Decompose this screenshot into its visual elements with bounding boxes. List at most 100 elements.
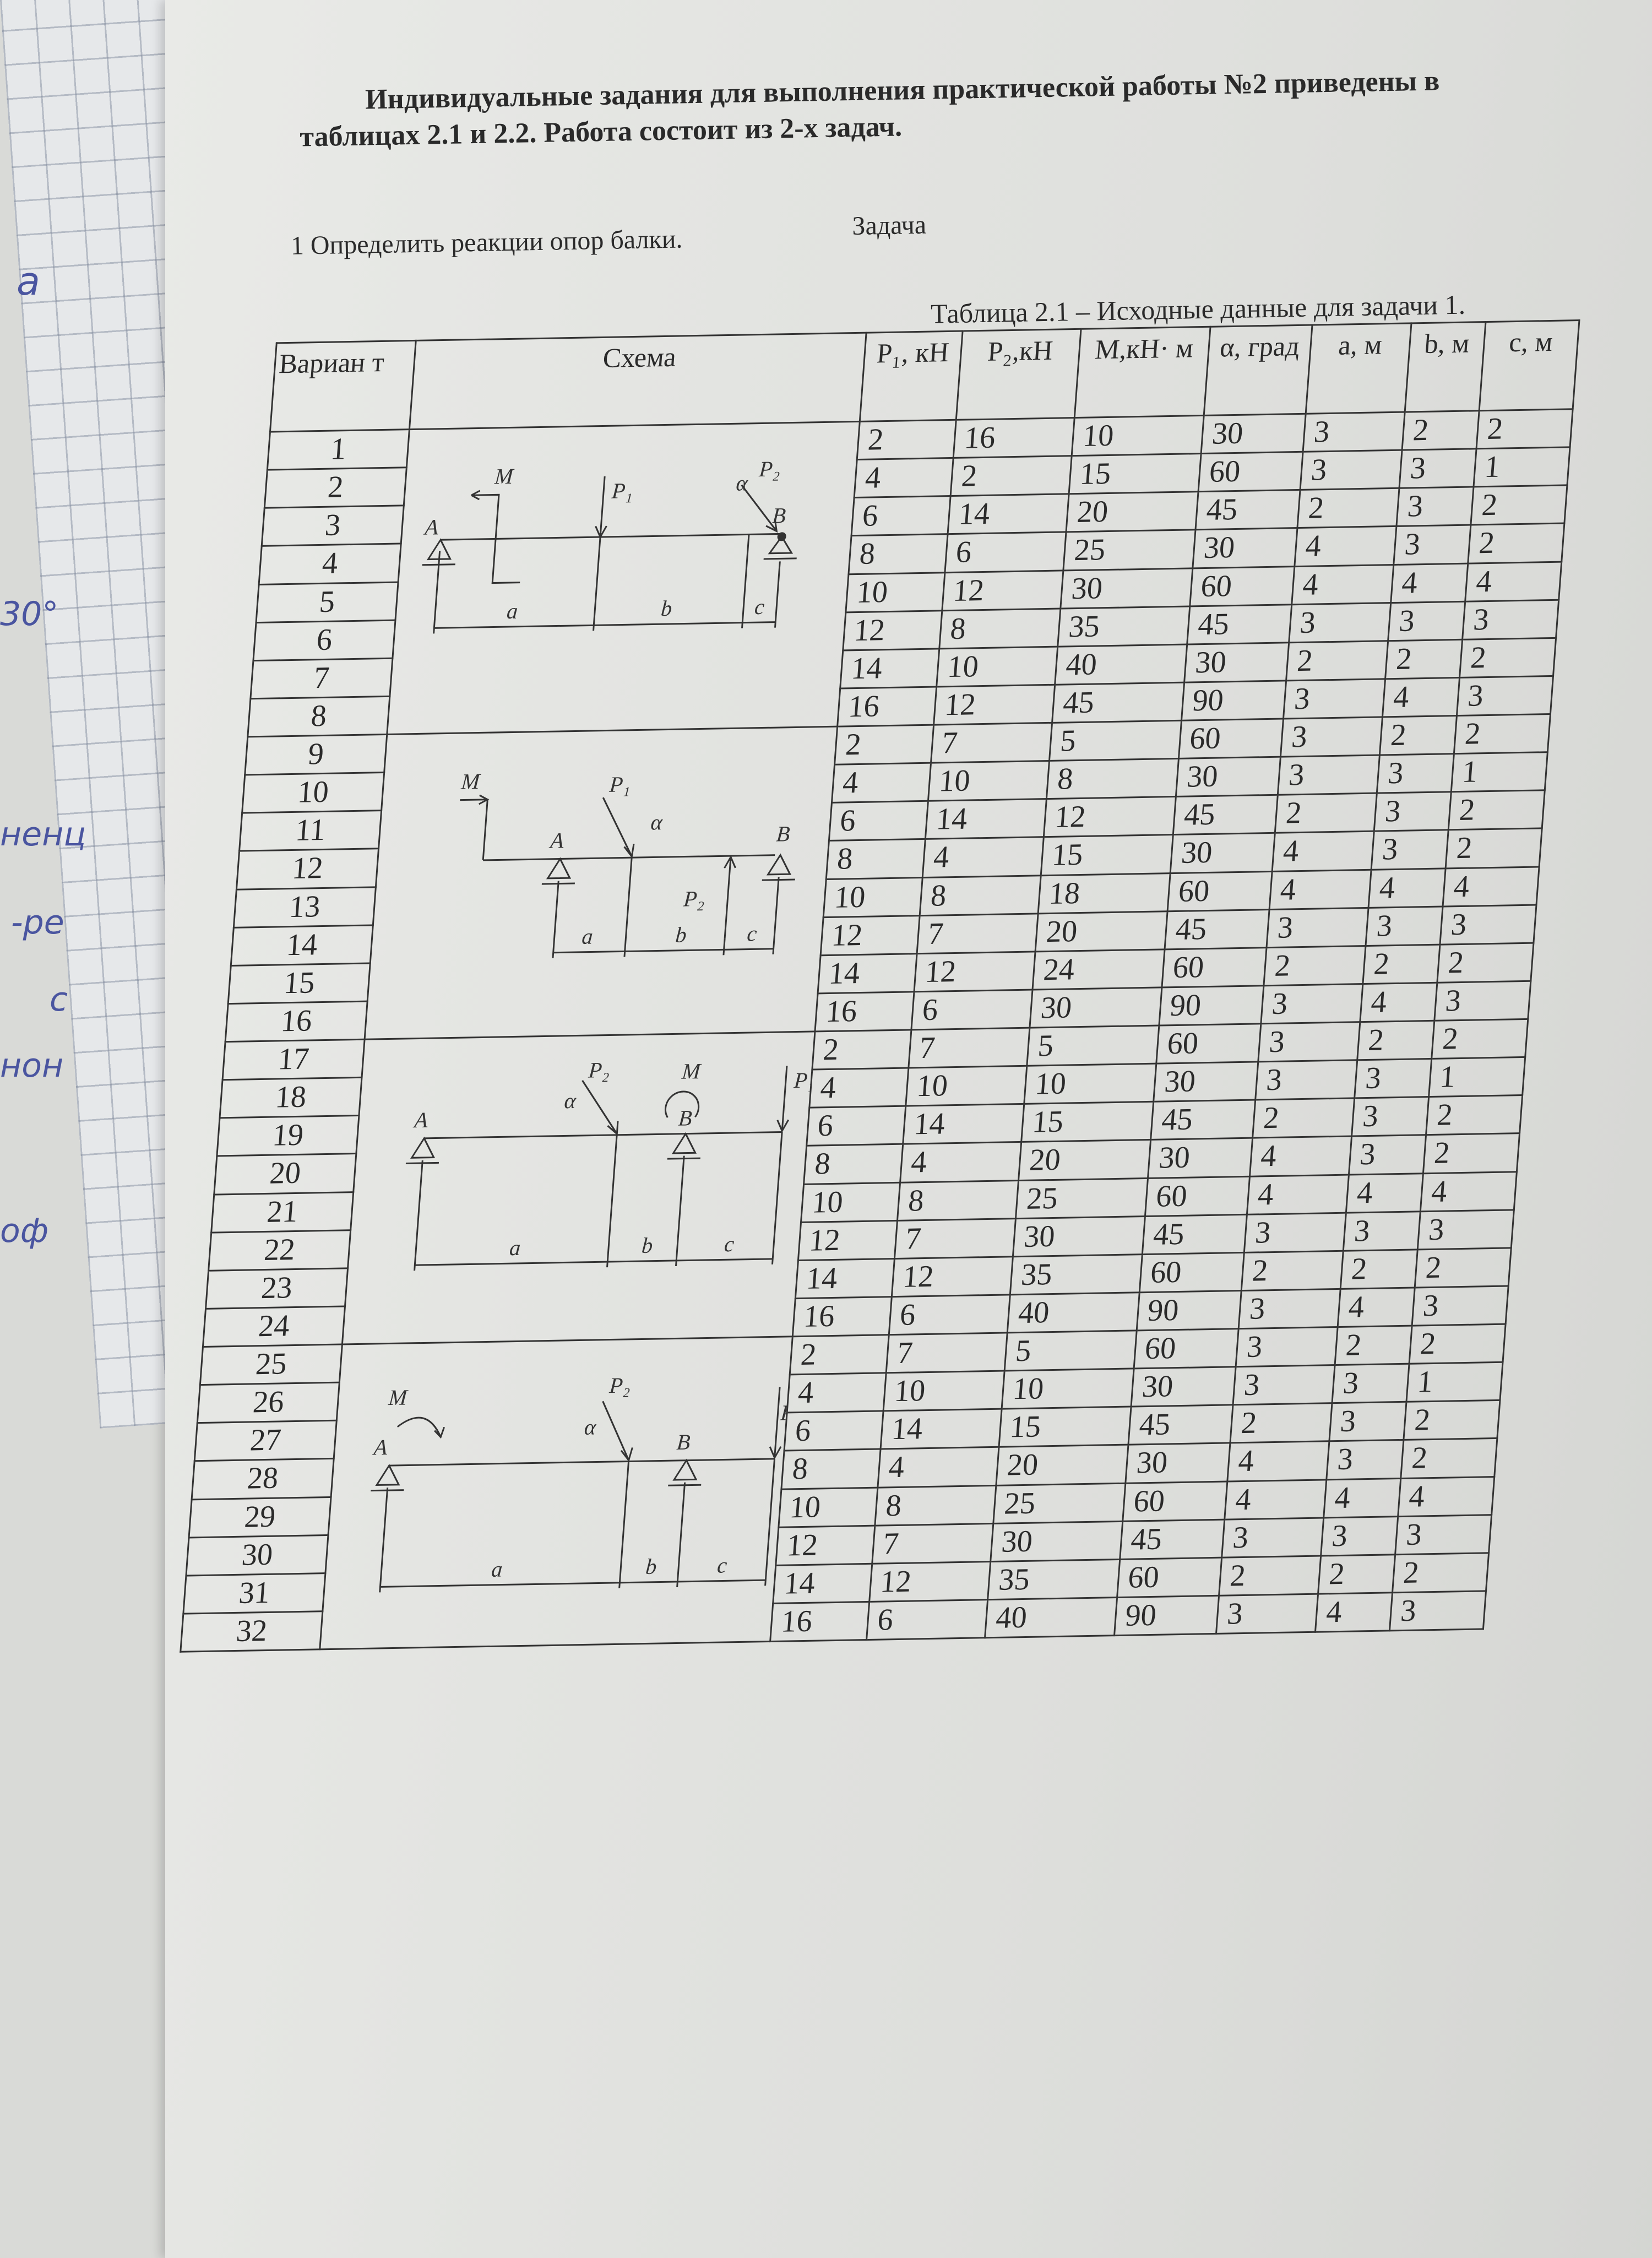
p2-cell: 14	[881, 1409, 1002, 1450]
p1-cell: 16	[814, 991, 915, 1032]
header-scheme: Схема	[409, 333, 867, 430]
handwritten-note: ненц	[0, 815, 86, 854]
c-cell: 2	[1448, 790, 1545, 831]
p2-cell: 7	[886, 1332, 1008, 1373]
p1-cell: 14	[818, 953, 917, 994]
scheme-label: c	[716, 1553, 728, 1577]
c-cell: 2	[1392, 1553, 1489, 1593]
p1-cell: 6	[784, 1411, 884, 1451]
b-cell: 2	[1362, 944, 1440, 984]
a-cell: 4	[1224, 1479, 1327, 1519]
m-cell: 18	[1038, 873, 1171, 914]
document-intro: Индивидуальные задания для выполнения пр…	[299, 65, 1440, 153]
m-cell: 40	[985, 1597, 1117, 1638]
scheme-line	[396, 1416, 442, 1438]
m-cell: 5	[1026, 1025, 1159, 1066]
alpha-cell: 45	[1187, 604, 1292, 644]
header-alpha: α, град	[1204, 325, 1313, 416]
m-cell: 10	[1024, 1063, 1156, 1104]
scheme-label: P₂	[587, 1057, 611, 1083]
m-cell: 30	[1029, 987, 1162, 1028]
variant-cell: 6	[253, 620, 396, 661]
p2-cell: 8	[874, 1485, 996, 1526]
variant-cell: 29	[189, 1496, 332, 1538]
c-cell: 3	[1434, 981, 1531, 1021]
scheme-label: A	[412, 1108, 429, 1132]
p1-cell: 14	[795, 1258, 895, 1299]
m-cell: 35	[987, 1559, 1120, 1600]
scheme-line	[471, 493, 520, 584]
c-cell: 4	[1443, 866, 1540, 907]
c-cell: 4	[1465, 561, 1562, 601]
a-cell: 4	[1269, 869, 1372, 910]
scheme-line	[582, 1079, 618, 1135]
c-cell: 4	[1398, 1477, 1495, 1517]
p2-cell: 10	[936, 646, 1058, 687]
p2-cell: 10	[928, 761, 1050, 801]
p2-cell: 6	[866, 1599, 988, 1640]
p2-cell: 4	[877, 1447, 999, 1488]
b-cell: 3	[1329, 1402, 1406, 1442]
b-cell: 2	[1379, 715, 1457, 756]
p1-cell: 8	[826, 839, 926, 880]
scheme-line	[606, 1135, 618, 1268]
c-cell: 3	[1462, 599, 1559, 640]
scheme-line	[424, 1131, 782, 1139]
scheme-label: M	[387, 1385, 409, 1410]
variant-cell: 18	[219, 1077, 362, 1119]
scheme-line	[618, 1461, 630, 1588]
m-cell: 15	[1041, 834, 1173, 876]
a-cell: 3	[1233, 1365, 1335, 1405]
header-m: M,кН· м	[1074, 327, 1211, 418]
scheme-line	[763, 557, 797, 560]
c-cell: 3	[1439, 904, 1537, 945]
scheme-label: M	[681, 1059, 703, 1084]
p2-cell: 7	[931, 723, 1052, 763]
header-b: b, м	[1405, 322, 1486, 412]
scheme-line	[623, 857, 633, 957]
scheme-line	[602, 797, 633, 857]
alpha-cell: 60	[1139, 1252, 1245, 1293]
b-cell: 4	[1360, 983, 1437, 1022]
c-cell: 2	[1437, 942, 1534, 983]
scheme-line	[724, 857, 732, 939]
p1-cell: 2	[790, 1334, 889, 1375]
m-cell: 20	[1035, 911, 1168, 952]
b-cell: 4	[1390, 563, 1468, 603]
scheme-line	[769, 1446, 782, 1460]
p2-cell: 14	[948, 494, 1069, 534]
variant-cell: 13	[233, 887, 376, 927]
b-cell: 3	[1396, 487, 1474, 526]
p2-cell: 7	[894, 1218, 1016, 1259]
b-cell: 4	[1368, 868, 1446, 908]
header-p1: P₁, кН	[860, 331, 963, 422]
p2-cell: 12	[933, 685, 1055, 725]
p2-cell: 10	[905, 1066, 1027, 1106]
c-cell: 2	[1454, 714, 1551, 754]
c-cell: 1	[1451, 752, 1548, 792]
scheme-line	[599, 476, 606, 538]
p2-cell: 14	[925, 799, 1047, 839]
a-cell: 2	[1275, 793, 1377, 833]
c-cell: 2	[1470, 485, 1567, 525]
scheme-line	[552, 881, 559, 958]
scheme-label: a	[509, 1235, 521, 1260]
scheme-line	[741, 534, 750, 628]
alpha-cell: 60	[1134, 1328, 1239, 1369]
handwritten-note: -ре	[11, 903, 64, 942]
alpha-cell: 60	[1161, 947, 1267, 987]
alpha-cell: 30	[1131, 1366, 1236, 1407]
variant-cell: 2	[264, 467, 407, 508]
a-cell: 4	[1272, 831, 1374, 871]
b-cell: 2	[1402, 410, 1480, 450]
p1-cell: 2	[857, 420, 957, 460]
scheme-line	[593, 537, 601, 631]
a-cell: 2	[1241, 1251, 1344, 1291]
a-cell: 4	[1291, 564, 1394, 605]
p1-cell: 8	[848, 534, 948, 574]
a-cell: 3	[1300, 450, 1403, 490]
p1-cell: 14	[773, 1564, 872, 1604]
p1-cell: 16	[770, 1602, 870, 1642]
